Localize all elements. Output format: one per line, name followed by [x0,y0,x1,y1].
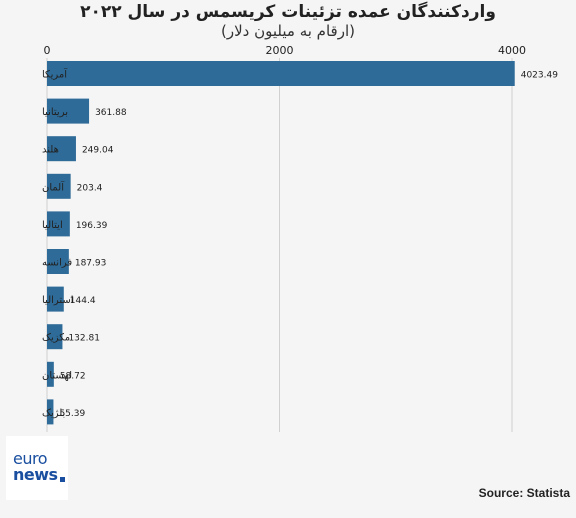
bar-1 [47,98,90,124]
euronews-logo: euro news [6,436,68,500]
chart-title: واردکنندگان عمده تزئینات کریسمس در سال ۲… [80,2,496,22]
bar-8 [47,361,54,387]
logo-dot [60,477,65,482]
x-tick-label-0: 0 [44,44,51,57]
bar-7 [47,324,63,350]
bar-2 [47,136,76,162]
category-label-9: بلژیک [42,408,65,419]
bar-9 [47,399,54,425]
bar-value-label-3: 203.4 [77,183,103,193]
bar-value-label-2: 249.04 [82,146,114,156]
chart-subtitle: (ارقام به میلیون دلار) [221,22,355,40]
category-label-8: لهستان [42,370,72,381]
bar-6 [47,286,64,312]
category-label-6: استرالیا [42,295,74,306]
bar-value-label-6: 144.4 [70,296,96,306]
category-label-1: بریتانیا [42,107,68,118]
category-label-4: ایتالیا [42,220,63,231]
category-label-5: فرانسه [42,258,72,269]
bar-value-label-9: 55.39 [59,409,85,419]
bar-value-label-7: 132.81 [68,334,100,344]
bar-3 [47,173,71,199]
source-label: Source: Statista [478,486,570,500]
bar-5 [47,249,69,274]
bar-value-label-8: 58.72 [60,371,86,381]
category-label-7: مکزیک [42,333,70,344]
category-label-0: آمریکا [42,68,68,81]
x-tick-label-2: 4000 [498,44,526,57]
bar-0 [47,61,515,86]
bar-value-label-4: 196.39 [76,221,108,231]
x-tick-label-1: 2000 [266,44,294,57]
logo-text-euro: euro [13,449,48,468]
category-label-3: آلمان [42,180,65,193]
bar-value-label-1: 361.88 [95,108,127,118]
category-label-2: هلند [42,145,59,156]
bar-value-label-0: 4023.49 [521,71,558,81]
logo-text-news: news [13,465,58,484]
bar-value-label-5: 187.93 [75,259,107,269]
bar-4 [47,211,70,237]
